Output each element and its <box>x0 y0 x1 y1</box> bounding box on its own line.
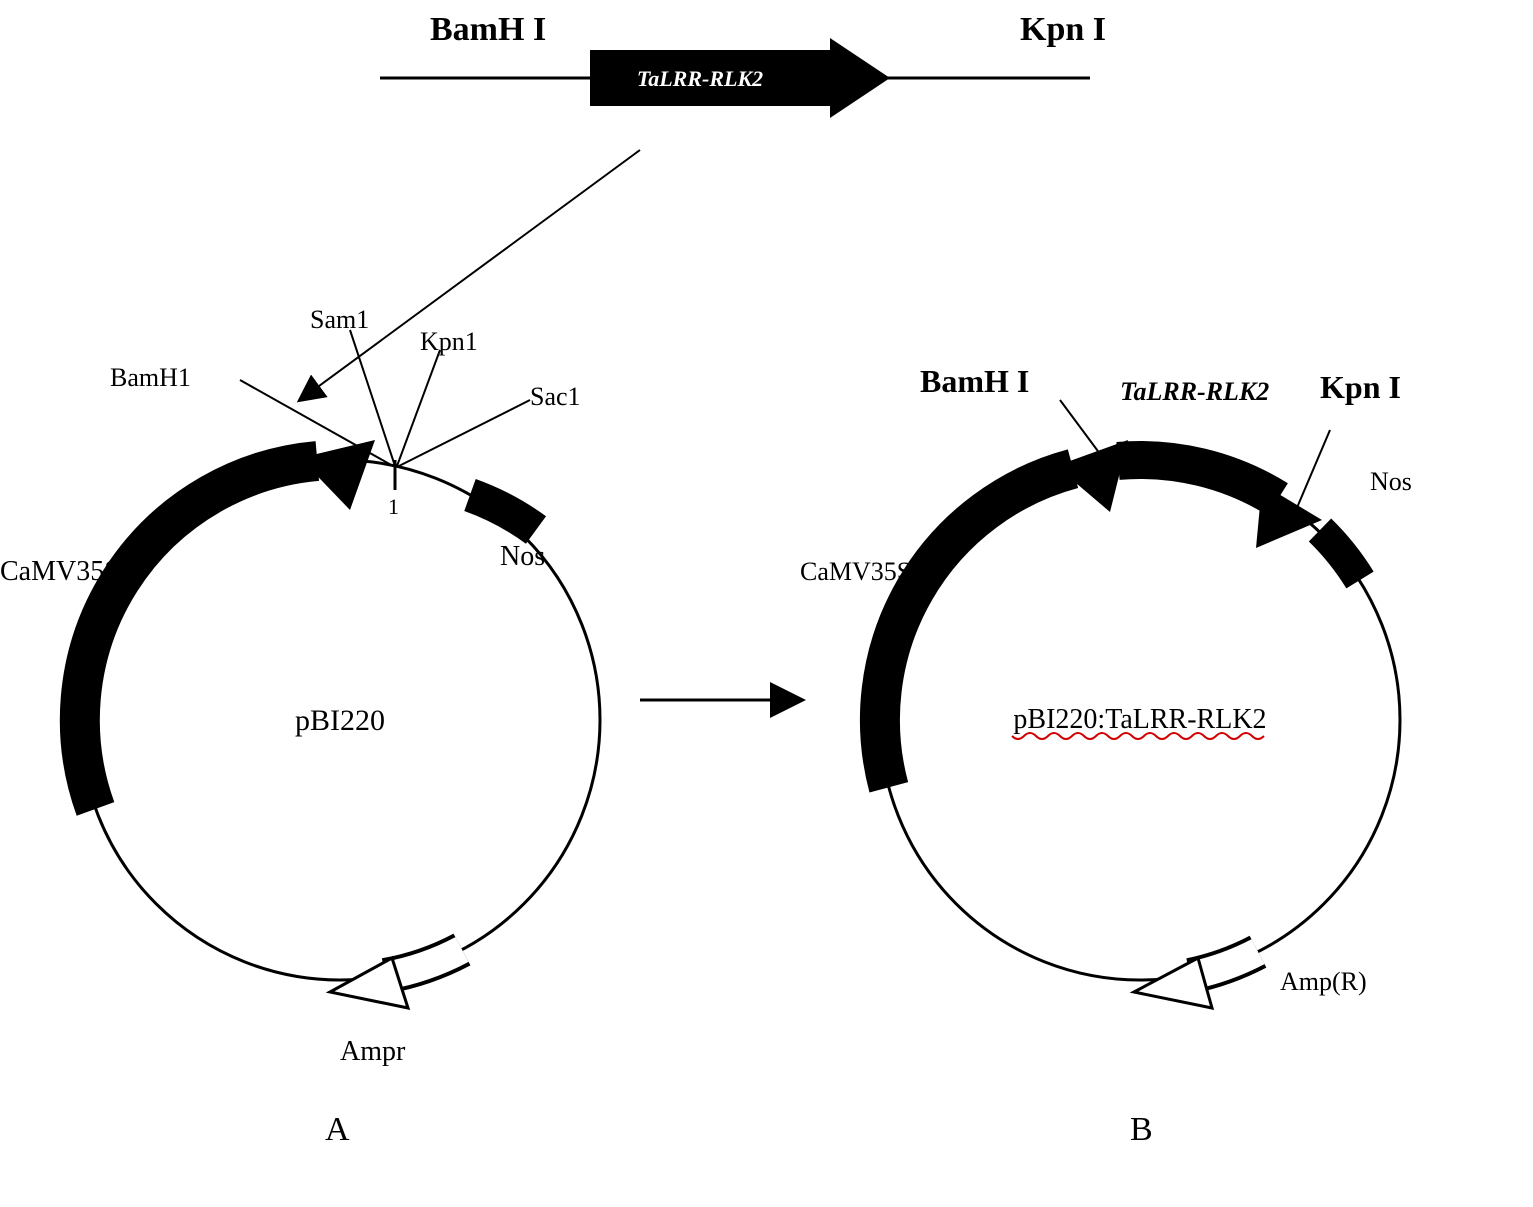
camv35s-label-a: CaMV35S <box>0 556 120 587</box>
mcs-mark: 1 <box>388 494 399 519</box>
gene-label: TaLRR-RLK2 <box>637 66 763 91</box>
insert-fragment: TaLRR-RLK2 BamH I Kpn I <box>380 11 1106 118</box>
diagram-svg: TaLRR-RLK2 BamH I Kpn I 1 BamH1 Sam <box>0 0 1533 1202</box>
plasmid-b: BamH I TaLRR-RLK2 Kpn I Nos CaMV35S Amp(… <box>800 363 1412 1148</box>
bamhi-label-b: BamH I <box>920 363 1029 399</box>
ampr-arrowhead-b <box>1134 958 1212 1008</box>
cloning-arrow <box>300 150 640 400</box>
kpni-label-b: Kpn I <box>1320 369 1401 405</box>
bamhi-label-top: BamH I <box>430 11 546 48</box>
kpni-label-top: Kpn I <box>1020 11 1106 48</box>
nos-arc-a <box>470 495 536 530</box>
ampr-label-a: Ampr <box>340 1036 406 1067</box>
kpn1-site-a: Kpn1 <box>420 327 478 356</box>
sam1-site-a: Sam1 <box>310 305 369 334</box>
bamh1-site-a: BamH1 <box>110 363 191 392</box>
camv35s-arc-a <box>80 461 317 809</box>
sac1-site-a: Sac1 <box>530 382 581 411</box>
nos-arc-b <box>1320 530 1360 580</box>
nos-label-a: Nos <box>500 541 545 572</box>
gene-label-b: TaLRR-RLK2 <box>1120 377 1269 406</box>
nos-label-b: Nos <box>1370 467 1412 496</box>
ampr-label-b: Amp(R) <box>1280 967 1367 996</box>
plasmid-b-name: pBI220:TaLRR-RLK2 <box>1013 704 1266 735</box>
camv35s-label-b: CaMV35S <box>800 557 911 586</box>
gene-arrow: TaLRR-RLK2 <box>590 38 890 118</box>
panel-label-a: A <box>325 1111 350 1148</box>
plasmid-a-name: pBI220 <box>295 704 385 737</box>
plasmid-a: 1 BamH1 Sam1 Kpn1 Sac1 CaMV35S Nos Ampr … <box>0 305 600 1148</box>
diagram-root: TaLRR-RLK2 BamH I Kpn I 1 BamH1 Sam <box>0 0 1533 1202</box>
insert-arc-b <box>1118 460 1278 499</box>
panel-label-b: B <box>1130 1111 1153 1148</box>
